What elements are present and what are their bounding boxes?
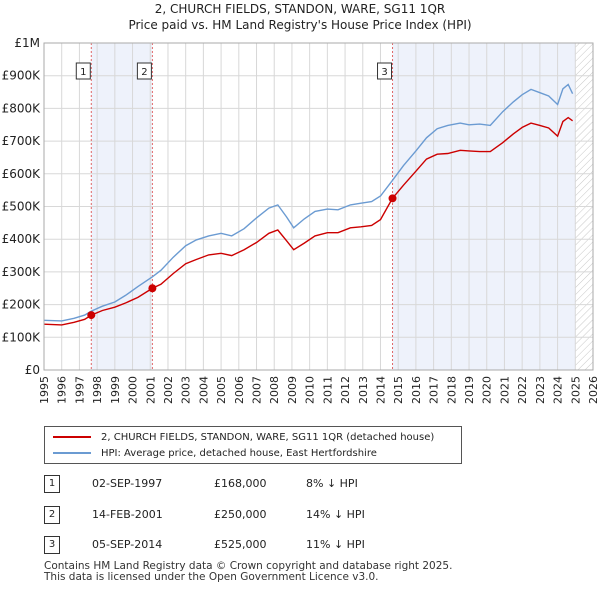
sale-point <box>87 311 96 320</box>
x-tick-label: 2011 <box>321 376 334 404</box>
x-tick-label: 1999 <box>109 376 122 404</box>
sale-marker-box <box>136 62 152 80</box>
footer-copyright: Contains HM Land Registry data © Crown c… <box>44 560 453 572</box>
footer-licence: This data is licensed under the Open Gov… <box>44 571 379 583</box>
y-tick-label: £1M <box>14 36 40 50</box>
chart-subtitle: Price paid vs. HM Land Registry's House … <box>128 18 472 32</box>
legend-label-property: 2, CHURCH FIELDS, STANDON, WARE, SG11 1Q… <box>101 431 435 443</box>
sale-marker-box <box>75 62 91 80</box>
x-tick-label: 1996 <box>56 376 69 404</box>
transaction-date: 05-SEP-2014 <box>92 538 163 551</box>
transaction-price: £525,000 <box>214 538 267 551</box>
footer: Contains HM Land Registry data © Crown c… <box>44 561 452 583</box>
sale-marker-box <box>377 62 393 80</box>
transaction-row: 1 02-SEP-1997 £168,000 8% ↓ HPI <box>44 475 444 495</box>
x-tick-label: 2022 <box>516 376 529 404</box>
x-tick-label: 2021 <box>498 376 511 404</box>
legend-swatch-hpi <box>53 452 91 454</box>
transaction-price: £168,000 <box>214 477 267 490</box>
transaction-row: 2 14-FEB-2001 £250,000 14% ↓ HPI <box>44 506 444 526</box>
sale-marker-number: 1 <box>80 67 86 78</box>
x-tick-label: 2024 <box>552 376 565 404</box>
transaction-row: 3 05-SEP-2014 £525,000 11% ↓ HPI <box>44 536 444 556</box>
transaction-number-badge: 1 <box>44 475 60 493</box>
x-tick-label: 2009 <box>286 376 299 404</box>
transaction-hpi-diff: 11% ↓ HPI <box>306 538 365 551</box>
sale-marker-label: 1 <box>75 62 91 80</box>
x-tick-label: 2002 <box>162 376 175 404</box>
y-tick-label: £300K <box>2 265 42 279</box>
legend-item-hpi: HPI: Average price, detached house, East… <box>53 446 377 460</box>
legend-label-hpi: HPI: Average price, detached house, East… <box>101 447 377 459</box>
sale-marker-number: 3 <box>381 67 387 78</box>
x-tick-label: 2004 <box>197 376 210 404</box>
y-tick-label: £500K <box>2 200 42 214</box>
x-tick-label: 2006 <box>233 376 246 404</box>
y-tick-label: £600K <box>2 167 42 181</box>
y-tick-label: £900K <box>2 69 42 83</box>
x-tick-label: 2001 <box>144 376 157 404</box>
y-tick-label: £100K <box>2 330 42 344</box>
transaction-number-badge: 2 <box>44 506 60 524</box>
x-tick-label: 1995 <box>38 376 51 404</box>
transaction-date: 14-FEB-2001 <box>92 508 163 521</box>
sale-marker-label: 2 <box>136 62 152 80</box>
y-tick-label: £700K <box>2 134 42 148</box>
chart-title: 2, CHURCH FIELDS, STANDON, WARE, SG11 1Q… <box>154 2 446 16</box>
x-tick-label: 1997 <box>73 376 86 404</box>
x-tick-label: 2025 <box>569 376 582 404</box>
x-tick-label: 2015 <box>392 376 405 404</box>
x-tick-label: 2018 <box>445 376 458 404</box>
x-tick-label: 2005 <box>215 376 228 404</box>
x-tick-label: 2010 <box>304 376 317 404</box>
y-tick-label: £200K <box>2 298 42 312</box>
x-tick-label: 2000 <box>127 376 140 404</box>
y-tick-label: £400K <box>2 232 42 246</box>
transaction-hpi-diff: 14% ↓ HPI <box>306 508 365 521</box>
legend-swatch-property <box>53 436 91 438</box>
series-line-property <box>44 116 574 326</box>
x-tick-label: 2016 <box>410 376 423 404</box>
legend: 2, CHURCH FIELDS, STANDON, WARE, SG11 1Q… <box>44 426 462 464</box>
x-tick-label: 2026 <box>587 376 600 404</box>
plot-border <box>43 42 594 371</box>
x-tick-label: 2003 <box>180 376 193 404</box>
x-tick-label: 2012 <box>339 376 352 404</box>
price-chart: 1 2 3 £0 £100K £200K £300K £400K £500K £600K £700K… <box>2 36 600 404</box>
transaction-price: £250,000 <box>214 508 267 521</box>
sale-point <box>388 194 397 203</box>
x-tick-label: 2020 <box>481 376 494 404</box>
transaction-hpi-diff: 8% ↓ HPI <box>306 477 358 490</box>
x-tick-label: 2019 <box>463 376 476 404</box>
x-tick-label: 2014 <box>374 376 387 404</box>
x-tick-label: 2023 <box>534 376 547 404</box>
sale-point <box>148 284 157 293</box>
sale-marker-number: 2 <box>141 67 147 78</box>
x-tick-label: 2007 <box>251 376 264 404</box>
x-tick-label: 1998 <box>91 376 104 404</box>
x-tick-label: 2008 <box>268 376 281 404</box>
y-tick-label: £0 <box>25 363 40 377</box>
x-tick-label: 2017 <box>428 376 441 404</box>
legend-item-property: 2, CHURCH FIELDS, STANDON, WARE, SG11 1Q… <box>53 430 434 444</box>
sale-marker-label: 3 <box>377 62 393 80</box>
transaction-date: 02-SEP-1997 <box>92 477 163 490</box>
transaction-number-badge: 3 <box>44 536 60 554</box>
y-tick-label: £800K <box>2 101 42 115</box>
x-tick-label: 2013 <box>357 376 370 404</box>
series-line-hpi <box>44 83 574 322</box>
